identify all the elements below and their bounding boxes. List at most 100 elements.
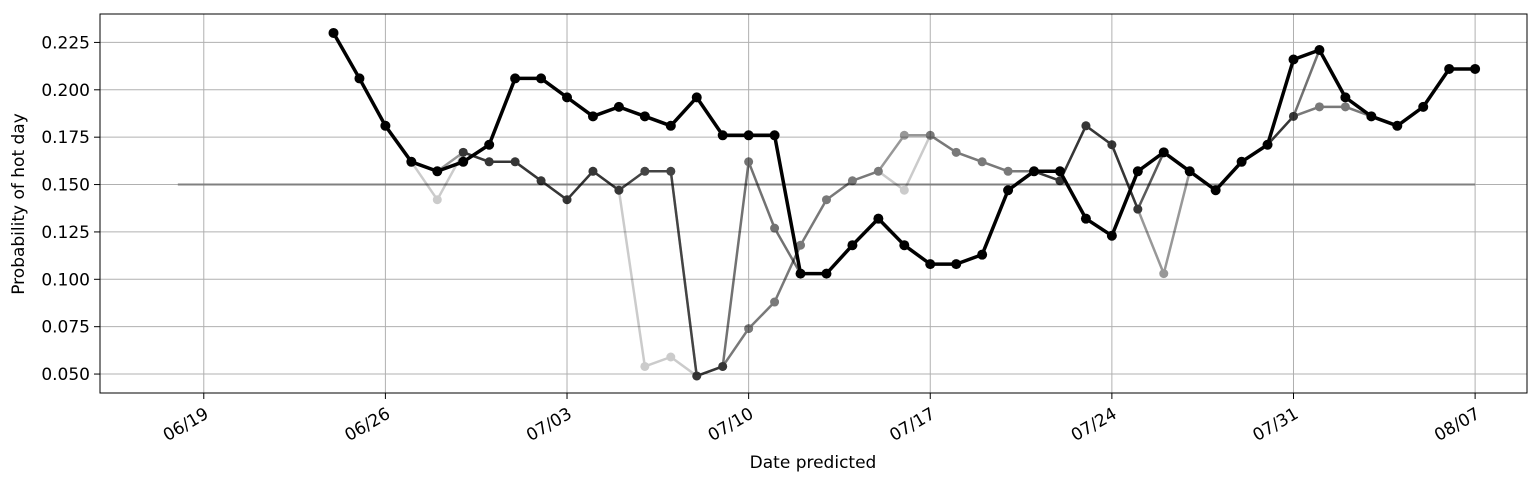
data-point [1132,166,1143,177]
x-tick-label: 07/03 [523,404,575,446]
y-axis-ticks: 0.050 0.075 0.100 0.125 0.150 0.175 0.200 0.225 [41,33,100,385]
data-point [821,195,831,205]
data-point [770,297,780,307]
data-point [744,324,754,334]
data-point [406,156,417,167]
x-tick-label: 06/19 [160,404,212,446]
x-tick-label: 07/10 [705,404,757,446]
series-line [410,67,1476,378]
data-point [951,147,961,157]
data-point [536,176,546,186]
data-point [510,73,521,84]
data-point [1184,166,1195,177]
data-point [1262,139,1273,150]
data-point [510,157,520,167]
data-point [873,213,884,224]
data-point [847,176,857,186]
data-point [613,101,624,112]
data-point [873,166,883,176]
data-point [691,92,702,103]
y-tick-label: 0.100 [41,270,90,290]
x-tick-label: 07/17 [886,404,938,446]
x-tick-label: 07/31 [1250,404,1302,446]
data-point [977,157,987,167]
data-point [666,166,676,176]
data-point [328,27,339,38]
data-point [951,147,961,157]
data-point [458,156,469,167]
data-point [666,352,676,362]
data-point [899,185,909,195]
data-point [562,195,572,205]
series-group [328,27,1481,381]
data-point [484,139,495,150]
data-point [692,371,702,381]
y-tick-label: 0.125 [41,223,90,243]
y-axis-label: Probability of hot day [9,113,29,295]
data-point [717,130,728,141]
data-point [796,240,806,250]
data-point [1003,185,1014,196]
data-point [1107,140,1117,150]
data-point [1133,204,1143,214]
x-tick-label: 07/24 [1068,404,1120,446]
data-point [796,240,806,250]
series-1 [406,64,1480,381]
data-point [925,259,936,270]
data-point [1340,102,1350,112]
data-point [562,92,573,103]
data-point [1106,230,1117,241]
data-point [769,130,780,141]
data-point [1003,166,1013,176]
grid [100,14,1527,393]
data-point [1080,213,1091,224]
data-point [1444,63,1455,74]
data-point [744,324,754,334]
data-point [899,240,910,251]
data-point [1158,147,1169,158]
x-axis-ticks: 06/19 06/26 07/03 07/10 07/17 07/24 07/31 08/07 [160,393,1484,446]
data-point [380,120,391,131]
data-point [795,268,806,279]
data-point [821,195,831,205]
series-4 [328,27,1481,279]
x-axis-label: Date predicted [750,453,877,473]
data-point [1081,121,1091,131]
data-point [614,185,624,195]
data-point [1236,156,1247,167]
data-point [639,111,650,122]
data-point [1470,63,1481,74]
data-point [770,297,780,307]
y-tick-label: 0.075 [41,318,90,338]
data-point [354,73,365,84]
data-point [1288,54,1299,65]
x-tick-label: 08/07 [1431,404,1483,446]
series-line [331,32,1476,276]
data-point [847,240,858,251]
data-point [1003,166,1013,176]
data-point [1314,102,1324,112]
data-point [847,176,857,186]
y-tick-label: 0.225 [41,33,90,53]
data-point [1288,111,1298,121]
y-tick-label: 0.200 [41,81,90,101]
data-point [899,130,909,140]
data-point [1340,92,1351,103]
data-point [744,157,754,167]
data-point [1029,166,1040,177]
plot-frame [99,13,1528,394]
data-point [925,130,935,140]
data-point [873,166,883,176]
data-point [821,268,832,279]
data-point [536,73,547,84]
data-point [588,166,598,176]
data-point [977,157,987,167]
y-tick-label: 0.150 [41,176,90,196]
data-point [665,120,676,131]
data-point [718,361,728,371]
data-point [770,223,780,233]
data-point [1392,120,1403,131]
data-point [1418,101,1429,112]
series-2 [432,64,1480,381]
